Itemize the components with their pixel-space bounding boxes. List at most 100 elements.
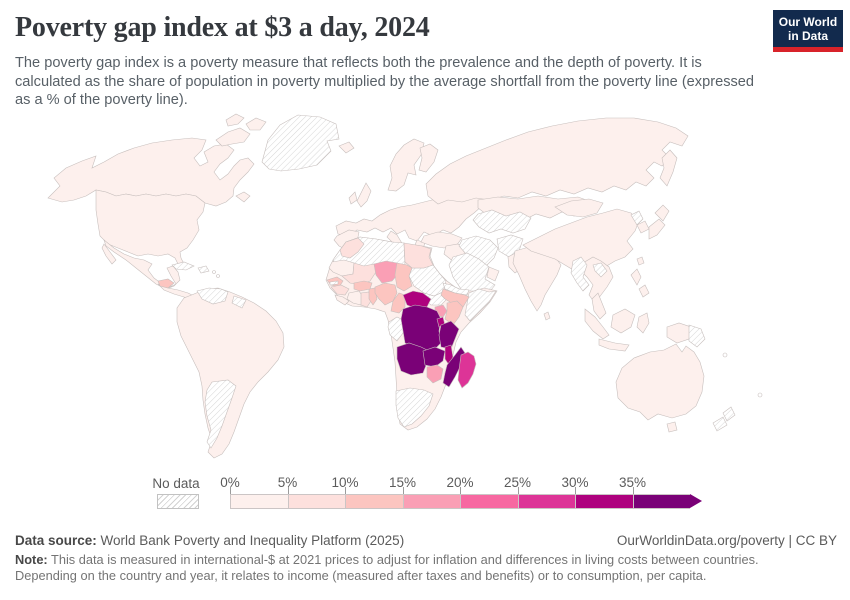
region-greenland[interactable] — [261, 114, 340, 172]
region-cameroon[interactable] — [390, 292, 406, 314]
region-tasmania[interactable] — [666, 421, 678, 433]
region-iceland[interactable] — [338, 141, 355, 154]
region-laos[interactable] — [592, 262, 608, 278]
region-sierra-leone-liberia[interactable] — [334, 294, 350, 306]
legend-tick — [575, 487, 576, 495]
region-mozambique[interactable] — [442, 346, 466, 388]
region-egypt[interactable] — [403, 242, 434, 269]
region-eritrea-djibouti[interactable] — [442, 282, 470, 296]
region-angola[interactable] — [396, 342, 430, 376]
region-borneo[interactable] — [610, 308, 636, 334]
region-japan[interactable] — [654, 204, 670, 222]
legend-bin-20-25[interactable] — [460, 494, 518, 509]
legend-bin-15-20[interactable] — [402, 494, 460, 509]
region-arctic-islands[interactable] — [225, 113, 245, 127]
legend-tick — [402, 487, 404, 495]
region-china[interactable] — [522, 208, 640, 272]
owid-logo-line1: Our World — [778, 15, 838, 29]
region-papua-new-guinea[interactable] — [688, 324, 706, 348]
chart-subtitle: The poverty gap index is a poverty measu… — [15, 55, 755, 108]
region-gambia[interactable] — [329, 280, 339, 286]
legend-bin-35-plus[interactable] — [632, 494, 690, 509]
legend-tick — [517, 487, 519, 495]
region-australia[interactable] — [615, 343, 705, 421]
region-russia[interactable] — [425, 117, 689, 205]
region-scandinavia[interactable] — [387, 138, 425, 192]
region-myanmar[interactable] — [570, 256, 590, 292]
legend-bin-5-10[interactable] — [287, 494, 345, 509]
region-kenya[interactable] — [444, 300, 464, 326]
region-new-zealand[interactable] — [722, 406, 736, 422]
note-label: Note: — [15, 552, 48, 567]
legend-tick-label: 0% — [220, 475, 240, 490]
region-philippines[interactable] — [630, 268, 642, 286]
region-japan[interactable] — [648, 218, 666, 240]
region-argentina[interactable] — [204, 379, 237, 449]
region-west-papua[interactable] — [666, 322, 692, 344]
region-arctic-islands[interactable] — [245, 117, 267, 131]
small-island-icon — [216, 274, 220, 278]
region-guinea[interactable] — [330, 284, 350, 296]
legend-bin-0-5[interactable] — [230, 494, 288, 509]
small-island-icon — [722, 352, 728, 358]
region-democratic-republic-of-congo[interactable] — [400, 304, 442, 352]
region-baja-california[interactable] — [101, 243, 117, 265]
page-title: Poverty gap index at $3 a day, 2024 — [15, 12, 430, 43]
region-kamchatka[interactable] — [659, 149, 678, 187]
region-new-zealand[interactable] — [712, 416, 728, 432]
region-north-korea[interactable] — [630, 210, 644, 226]
legend-bin-30-35[interactable] — [575, 494, 633, 509]
legend-bin-10-15[interactable] — [345, 494, 403, 509]
region-philippines[interactable] — [638, 284, 650, 298]
region-tanzania[interactable] — [438, 320, 460, 350]
region-central-asia[interactable] — [472, 209, 532, 234]
region-guatemala-honduras[interactable] — [157, 278, 175, 289]
region-united-kingdom[interactable] — [356, 182, 372, 208]
legend-tick-label: 10% — [331, 475, 359, 490]
region-united-states[interactable] — [95, 189, 206, 267]
region-finland[interactable] — [418, 143, 439, 173]
legend-tick — [460, 487, 461, 495]
region-ireland[interactable] — [348, 191, 358, 205]
region-oman[interactable] — [486, 266, 500, 282]
region-south-america[interactable] — [176, 287, 285, 459]
region-newfoundland[interactable] — [235, 191, 251, 203]
region-arctic-islands[interactable] — [215, 127, 251, 147]
owid-link[interactable]: OurWorldinData.org/poverty | CC BY — [616, 533, 837, 548]
region-java[interactable] — [598, 338, 630, 352]
region-southern-africa[interactable] — [395, 387, 434, 428]
data-source-label: Data source: — [15, 533, 97, 548]
small-island-icon — [212, 270, 216, 274]
region-malay-peninsula[interactable] — [591, 292, 607, 320]
region-burkina-faso[interactable] — [353, 280, 373, 292]
region-europe-mainland[interactable] — [335, 192, 487, 242]
region-central-african-republic[interactable] — [402, 290, 432, 310]
region-cuba[interactable] — [171, 261, 195, 271]
region-mongolia[interactable] — [554, 198, 604, 218]
region-hispaniola[interactable] — [197, 265, 210, 274]
region-sri-lanka[interactable] — [543, 311, 551, 321]
region-sumatra[interactable] — [584, 308, 610, 340]
region-iran[interactable] — [458, 235, 499, 267]
region-zimbabwe[interactable] — [426, 364, 444, 384]
region-somalia[interactable] — [464, 288, 497, 322]
region-chad[interactable] — [394, 262, 413, 292]
legend-tick-label: 5% — [277, 475, 298, 490]
legend-bin-25-30[interactable] — [517, 494, 575, 509]
region-taiwan[interactable] — [636, 256, 645, 266]
legend-no-data-swatch[interactable] — [157, 494, 199, 509]
owid-logo[interactable]: Our World in Data — [773, 10, 843, 52]
legend-color-bar — [230, 494, 690, 509]
region-zambia[interactable] — [422, 346, 446, 368]
region-mexico[interactable] — [103, 239, 181, 290]
region-madagascar[interactable] — [457, 351, 477, 389]
region-venezuela[interactable] — [196, 287, 229, 305]
region-gabon-congo[interactable] — [387, 316, 406, 342]
region-sulawesi[interactable] — [636, 312, 650, 334]
region-ghana[interactable] — [360, 291, 372, 308]
legend-no-data-label: No data — [152, 476, 200, 491]
legend-arrow-icon — [690, 494, 702, 508]
region-guyanas[interactable] — [231, 295, 247, 309]
region-morocco[interactable] — [339, 237, 365, 259]
